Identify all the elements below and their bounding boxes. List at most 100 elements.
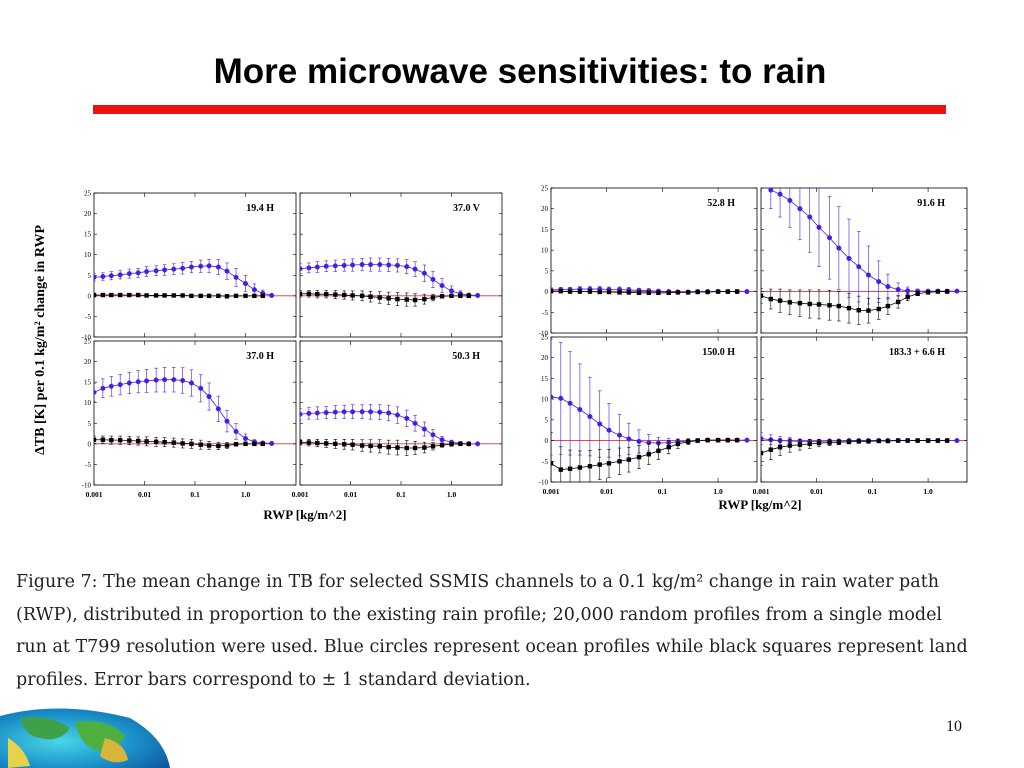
land-point xyxy=(925,438,931,443)
panel-frame xyxy=(299,192,503,338)
ocean-point xyxy=(954,288,960,294)
y-tick-label: 5 xyxy=(545,267,549,275)
ocean-point xyxy=(233,274,239,280)
land-point xyxy=(587,289,593,294)
ocean-point xyxy=(188,380,194,386)
land-point xyxy=(567,466,573,471)
land-point xyxy=(666,445,671,450)
ocean-point xyxy=(439,283,445,289)
land-point xyxy=(180,293,185,298)
land-point xyxy=(807,441,812,447)
ocean-point xyxy=(826,235,833,241)
ocean-point xyxy=(954,438,960,444)
land-point xyxy=(233,442,239,447)
land-point xyxy=(761,293,764,298)
land-point xyxy=(695,289,700,295)
land-point xyxy=(198,442,203,447)
channel-label: 37.0 V xyxy=(453,203,481,214)
ocean-point xyxy=(587,413,593,420)
land-point xyxy=(646,290,651,296)
panel-150-0-H: 25 20 15 10 5 0 -5 -100.001 0.01 0.1 1.0 150.0 H xyxy=(539,334,758,496)
panel-frame xyxy=(93,340,297,486)
land-point xyxy=(439,442,445,448)
ocean-point xyxy=(777,191,783,197)
ocean-point xyxy=(306,265,312,271)
land-point xyxy=(626,457,632,462)
ocean-point xyxy=(577,406,583,413)
land-point xyxy=(395,296,400,302)
land-point xyxy=(377,295,382,300)
land-point xyxy=(636,454,642,460)
ocean-point xyxy=(856,264,862,270)
land-point xyxy=(725,437,731,443)
y-tick-label: -10 xyxy=(82,482,92,490)
land-point xyxy=(458,441,463,447)
land-point xyxy=(675,290,681,295)
ocean-point xyxy=(412,266,418,272)
ocean-point xyxy=(314,264,320,270)
x-tick-label: 0.001 xyxy=(292,490,309,499)
data-area xyxy=(300,257,481,307)
ocean-point xyxy=(180,377,186,384)
y-tick-label: 15 xyxy=(84,379,92,387)
y-tick-label: -5 xyxy=(85,313,91,321)
panel-91-6-H: 91.6 H xyxy=(760,187,968,334)
land-point xyxy=(94,292,97,298)
x-tick-label: 0.1 xyxy=(658,487,668,496)
ocean-point xyxy=(421,270,427,276)
land-point xyxy=(846,305,852,311)
land-point xyxy=(109,292,114,298)
ocean-point xyxy=(242,435,249,442)
ocean-point xyxy=(787,197,793,203)
figure-right: RWP [kg/m^2] 25 20 15 10 5 0 -5 -10 52.8 H 91.6 H… xyxy=(539,185,968,512)
land-point xyxy=(377,444,382,449)
land-point xyxy=(646,452,651,457)
y-tick-label: 25 xyxy=(541,334,549,342)
land-point xyxy=(117,437,123,443)
y-tick-label: 20 xyxy=(84,358,92,366)
land-point xyxy=(935,438,941,443)
y-tick-label: 10 xyxy=(541,396,549,404)
data-area xyxy=(761,431,960,466)
figure-caption: Figure 7: The mean change in TB for sele… xyxy=(16,572,968,690)
data-area xyxy=(551,286,750,296)
x-tick-label: 1.0 xyxy=(713,487,723,496)
y-tick-label: -5 xyxy=(85,461,91,469)
ocean-point xyxy=(233,428,239,435)
left-figure-xlabel: RWP [kg/m^2] xyxy=(263,507,346,522)
y-tick-label: 5 xyxy=(88,420,92,428)
ocean-point xyxy=(306,410,312,416)
ocean-point xyxy=(761,435,764,442)
ocean-point xyxy=(198,385,204,391)
ocean-point xyxy=(224,418,230,424)
land-point xyxy=(144,439,149,444)
ocean-point xyxy=(421,426,427,432)
panel-37-0-V: 37.0 V xyxy=(299,192,503,338)
y-tick-label: 5 xyxy=(545,416,549,424)
data-area xyxy=(761,188,960,325)
land-point xyxy=(617,459,622,464)
land-point xyxy=(162,440,167,445)
ocean-point xyxy=(198,263,204,269)
ocean-point xyxy=(341,409,347,415)
ocean-point xyxy=(865,272,872,278)
land-point xyxy=(606,461,612,466)
land-point xyxy=(885,438,891,444)
land-point xyxy=(412,445,418,451)
ocean-point xyxy=(162,377,168,383)
channel-label: 183.3 + 6.6 H xyxy=(889,347,945,358)
land-point xyxy=(685,290,691,295)
land-point xyxy=(925,290,931,295)
y-tick-label: 15 xyxy=(541,375,549,383)
y-tick-label: 15 xyxy=(84,231,92,239)
land-point xyxy=(144,293,149,298)
ocean-point xyxy=(332,409,338,415)
ocean-point xyxy=(895,286,901,293)
land-point xyxy=(827,440,832,445)
y-tick-label: 20 xyxy=(84,210,92,218)
ocean-point xyxy=(430,432,436,438)
land-point xyxy=(617,290,622,295)
x-tick-label: 0.1 xyxy=(396,490,406,499)
land-point xyxy=(876,306,881,312)
land-point xyxy=(243,293,248,299)
